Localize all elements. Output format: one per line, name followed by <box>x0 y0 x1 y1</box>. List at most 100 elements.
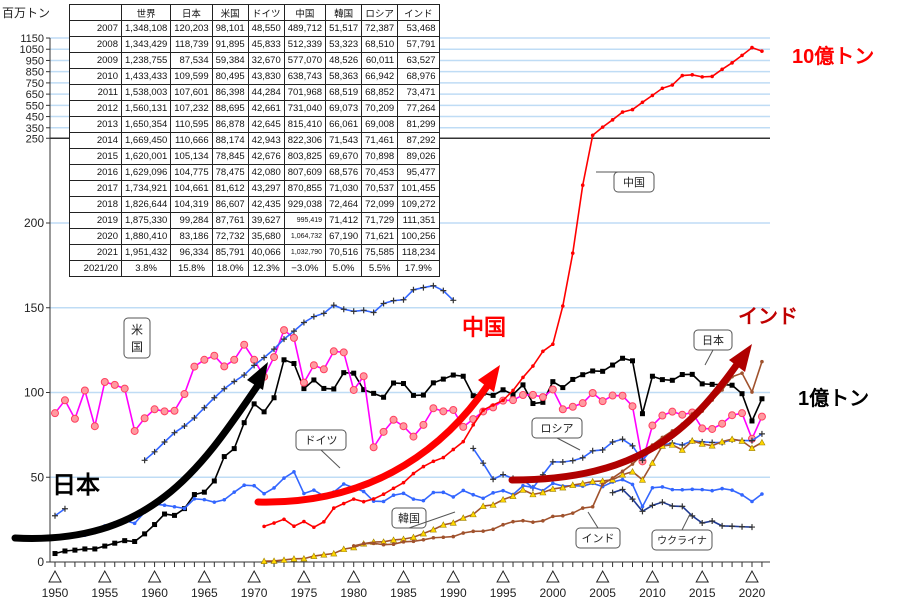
data-point <box>688 437 696 444</box>
table-cell: 70,453 <box>361 164 399 181</box>
data-point <box>172 504 177 509</box>
table-cell: 57,791 <box>397 36 440 53</box>
data-point <box>361 387 367 393</box>
y-tick-label: 50 <box>31 470 45 484</box>
table-cell: 71,412 <box>325 212 363 229</box>
triangle-marker-icon <box>645 569 660 583</box>
data-point <box>439 407 448 416</box>
data-point <box>638 476 646 483</box>
data-point <box>669 503 676 510</box>
table-cell: 2020 <box>69 228 122 245</box>
data-point <box>699 520 706 527</box>
data-point <box>659 499 666 506</box>
data-point <box>501 522 505 527</box>
table-cell: 86,398 <box>211 84 249 101</box>
table-cell: 15.8% <box>170 260 213 277</box>
data-point <box>569 481 577 488</box>
growth-arrow-china-head <box>478 365 500 392</box>
table-header-row: 世界 日本 米国 ドイツ 中国 韓国 ロシア インド <box>69 4 440 21</box>
data-point <box>600 125 605 129</box>
data-point <box>618 391 627 400</box>
data-point <box>350 308 357 315</box>
data-point <box>290 555 298 562</box>
data-point <box>580 183 585 188</box>
data-point <box>341 501 346 506</box>
data-point <box>240 340 249 349</box>
data-point <box>669 377 675 383</box>
data-point <box>210 351 219 360</box>
table-cell: 815,410 <box>283 116 327 133</box>
data-point <box>420 284 427 291</box>
x-tick-label: 1960 <box>141 586 168 600</box>
callout-label: ロシア <box>541 422 574 435</box>
callout-pointer <box>704 349 714 366</box>
table-cell: 39,627 <box>247 212 285 229</box>
data-point <box>710 74 714 79</box>
data-point <box>739 391 745 397</box>
data-point <box>610 476 615 480</box>
table-cell: 71,461 <box>361 132 399 149</box>
data-point <box>738 437 746 444</box>
data-point <box>578 399 587 408</box>
data-point <box>521 518 525 523</box>
data-point <box>649 502 656 509</box>
data-point <box>469 510 477 518</box>
data-point <box>648 459 656 466</box>
data-point <box>52 551 58 557</box>
data-point <box>241 420 247 426</box>
data-point <box>192 496 197 501</box>
triangle-marker-icon <box>197 569 212 583</box>
callout-pointer <box>320 449 341 469</box>
data-point <box>590 133 595 138</box>
table-cell: 42,943 <box>247 132 285 149</box>
y-tick-label: 550 <box>26 100 44 112</box>
data-point <box>620 469 625 474</box>
triangle-marker-icon <box>546 569 560 583</box>
data-point <box>281 336 288 343</box>
data-point <box>610 118 615 122</box>
data-point <box>141 457 148 464</box>
data-point <box>549 458 556 465</box>
data-point <box>689 512 696 519</box>
data-point <box>459 514 467 521</box>
data-point <box>630 482 635 487</box>
table-cell: 1,951,432 <box>120 244 172 261</box>
data-point <box>120 384 129 393</box>
data-point <box>528 390 537 399</box>
table-cell: 1,875,330 <box>120 212 172 229</box>
data-point <box>659 377 665 383</box>
data-point <box>541 519 545 523</box>
callout-pointer <box>556 437 581 451</box>
triangle-marker-icon <box>48 569 62 583</box>
data-point <box>760 359 764 364</box>
data-point <box>331 506 336 510</box>
table-row: 2020 1,880,410 83,186 72,732 35,680 1,064,732… <box>69 228 440 245</box>
data-point <box>391 380 397 386</box>
data-point <box>302 491 306 496</box>
data-point <box>599 446 606 453</box>
data-point <box>100 377 109 386</box>
table-row: 2018 1,826,644 104,319 86,607 42,435 929,038 7… <box>69 196 440 213</box>
callout-label: ドイツ <box>305 434 338 447</box>
y-axis-unit-label: 百万トン <box>2 6 51 20</box>
table-row: 2008 1,343,429 118,739 91,895 45,833 512,339 5… <box>69 36 440 53</box>
data-point <box>290 328 297 335</box>
data-point <box>518 391 527 400</box>
table-cell: 2008 <box>69 36 122 53</box>
data-point <box>150 405 159 414</box>
data-point <box>361 541 366 546</box>
data-point <box>270 353 279 362</box>
data-point <box>708 442 716 449</box>
table-cell: 17.9% <box>397 260 440 277</box>
data-point <box>650 485 655 490</box>
table-cell: 18.0% <box>211 260 249 277</box>
data-point <box>221 385 228 392</box>
table-cell: 1,032,790 <box>283 244 327 261</box>
table-cell: 32,670 <box>247 52 285 69</box>
data-point <box>110 380 119 389</box>
data-point <box>558 405 567 414</box>
callout-pointer <box>681 513 691 531</box>
table-cell: 803,825 <box>283 148 327 165</box>
data-point <box>421 537 426 542</box>
data-point <box>262 491 266 496</box>
